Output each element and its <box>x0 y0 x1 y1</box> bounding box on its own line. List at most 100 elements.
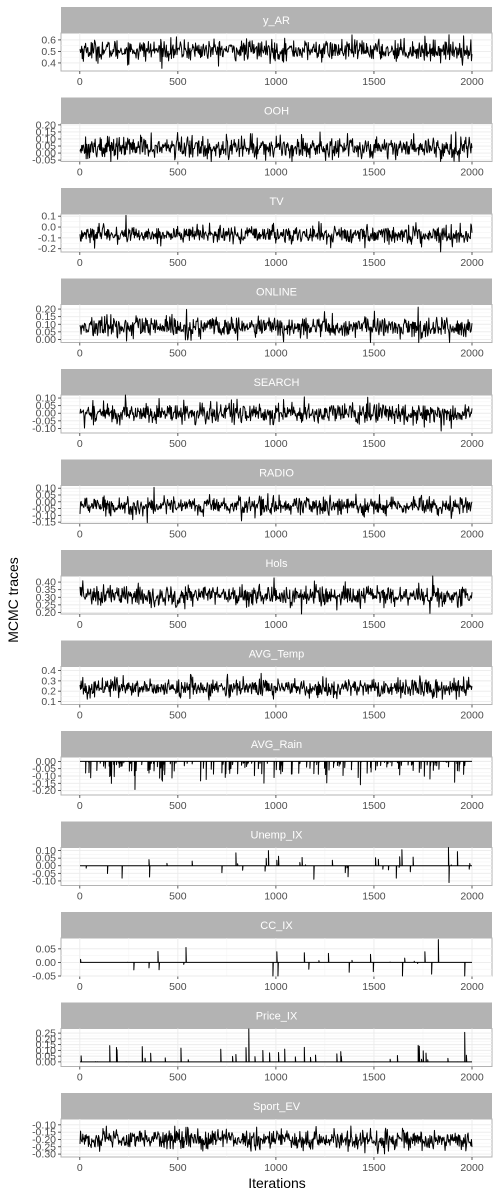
x-tick-label: 500 <box>169 800 187 812</box>
x-tick-label: 1500 <box>362 167 386 179</box>
y-tick-label: 0.05 <box>36 141 57 153</box>
x-tick-label: 500 <box>169 891 187 903</box>
y-tick-label: 0.10 <box>36 319 57 331</box>
facet-strip-label: Unemp_IX <box>251 830 304 842</box>
facet-strip-label: TV <box>269 196 284 208</box>
x-tick-label: 1500 <box>362 891 386 903</box>
y-tick-label: 0.05 <box>36 490 57 502</box>
y-tick-label: -0.05 <box>32 415 56 427</box>
x-tick-label: 1500 <box>362 710 386 722</box>
x-tick-label: 1000 <box>264 981 288 993</box>
x-tick-label: 500 <box>169 1072 187 1084</box>
y-tick-label: 0.05 <box>36 400 57 412</box>
x-tick-label: 500 <box>169 1162 187 1174</box>
x-tick-label: 1500 <box>362 800 386 812</box>
facet-strip <box>61 188 492 214</box>
x-tick-label: 0 <box>77 1072 83 1084</box>
facet-panel: Sport_EV0 500 1000 1500 2000-0.30-0.25-0.20-… <box>32 1093 493 1174</box>
trace-line <box>79 131 473 162</box>
x-tick-label: 0 <box>77 710 83 722</box>
y-tick-label: 0.00 <box>36 1056 57 1068</box>
y-tick-label: -0.05 <box>32 971 56 983</box>
x-tick-label: 1500 <box>362 981 386 993</box>
y-tick-label: 0.5 <box>41 46 56 58</box>
y-tick-label: -0.30 <box>32 1149 56 1161</box>
y-tick-label: 0.15 <box>36 311 57 323</box>
y-tick-label: 0.00 <box>36 408 57 420</box>
y-tick-label: 0.25 <box>36 1028 57 1040</box>
y-tick-label: -0.10 <box>32 423 56 435</box>
trace-line <box>79 214 473 253</box>
facet-panel: SEARCH 0 500 1000 1500 2000 -0.10-0.050.000.05… <box>32 369 493 450</box>
y-tick-label: -0.2 <box>38 243 56 255</box>
facet-panel: TV 0 500 1000 1500 2000 -0.2-0.10.00.1 <box>38 188 493 269</box>
x-tick-label: 1000 <box>264 257 288 269</box>
y-tick-label: -0.10 <box>32 875 56 887</box>
y-tick-label: -0.10 <box>32 510 56 522</box>
facet-strip <box>61 278 492 305</box>
y-tick-label: 0.4 <box>41 57 56 69</box>
y-tick-label: 0.05 <box>36 853 57 865</box>
y-tick-label: 0.10 <box>36 483 57 495</box>
facet-panel: AVG_Rain 0 500 1000 1500 2000 -0.20-0.15-0.10-… <box>32 731 493 812</box>
x-tick-label: 0 <box>77 800 83 812</box>
y-tick-label: 0.3 <box>41 675 56 687</box>
y-tick-label: -0.10 <box>32 1119 56 1131</box>
trace-line <box>80 939 472 977</box>
y-tick-label: 0.4 <box>41 665 56 677</box>
x-tick-label: 2000 <box>460 348 484 360</box>
y-tick-label: 0.00 <box>36 756 57 768</box>
y-tick-label: -0.20 <box>32 1134 56 1146</box>
facet-strip-label: CC_IX <box>260 920 293 932</box>
x-tick-label: 2000 <box>460 529 484 541</box>
y-tick-label: -0.1 <box>38 232 56 244</box>
x-tick-label: 0 <box>77 1162 83 1174</box>
x-tick-label: 1000 <box>264 1162 288 1174</box>
y-tick-label: 0.20 <box>36 607 57 619</box>
x-tick-label: 2000 <box>460 891 484 903</box>
y-tick-label: -0.15 <box>32 778 56 790</box>
x-tick-label: 2000 <box>460 619 484 631</box>
trace-line <box>79 34 473 69</box>
x-tick-label: 2000 <box>460 167 484 179</box>
x-tick-label: 500 <box>169 981 187 993</box>
x-tick-label: 500 <box>169 438 187 450</box>
x-tick-label: 500 <box>169 619 187 631</box>
x-tick-label: 1000 <box>264 529 288 541</box>
x-tick-label: 500 <box>169 257 187 269</box>
facet-strip <box>61 1093 492 1119</box>
y-tick-label: 0.00 <box>36 957 57 969</box>
facet-strip <box>61 369 492 395</box>
y-tick-label: 0.30 <box>36 592 57 604</box>
trace-line <box>79 306 473 343</box>
trace-line <box>80 760 472 791</box>
facet-panel: OOH 0 500 1000 1500 2000 -0.050.000.050.100.15… <box>32 97 493 179</box>
y-tick-label: 0.05 <box>36 326 57 338</box>
facet-panel: Unemp_IX0 500 1000 1500 2000-0.10-0.050.000.… <box>32 821 493 903</box>
y-tick-label: 0.15 <box>36 126 57 138</box>
y-tick-label: 0.6 <box>41 34 56 46</box>
y-tick-label: 0.1 <box>41 696 56 708</box>
y-tick-label: 0.00 <box>36 496 57 508</box>
x-tick-label: 1000 <box>264 438 288 450</box>
facet-strip-label: RADIO <box>259 468 294 480</box>
y-tick-label: 0.05 <box>36 1051 57 1063</box>
y-tick-label: 0.25 <box>36 599 57 611</box>
y-tick-label: 0.10 <box>36 845 57 857</box>
y-tick-label: 0.00 <box>36 860 57 872</box>
facet-strip-label: SEARCH <box>254 377 300 389</box>
x-tick-label: 1000 <box>264 76 288 88</box>
x-tick-label: 2000 <box>460 981 484 993</box>
y-tick-label: 0.10 <box>36 133 57 145</box>
facet-strip <box>61 550 492 576</box>
facet-panel: ONLINE 0 500 1000 1500 2000 0.000.050.100.150.… <box>36 278 493 360</box>
facet-strip-label: Price_IX <box>256 1011 298 1023</box>
y-tick-label: 0.20 <box>36 119 57 131</box>
x-tick-label: 0 <box>77 438 83 450</box>
x-tick-label: 1500 <box>362 76 386 88</box>
x-tick-label: 2000 <box>460 1162 484 1174</box>
y-tick-label: -0.05 <box>32 763 56 775</box>
y-tick-label: 0.00 <box>36 334 57 346</box>
x-tick-label: 1000 <box>264 891 288 903</box>
